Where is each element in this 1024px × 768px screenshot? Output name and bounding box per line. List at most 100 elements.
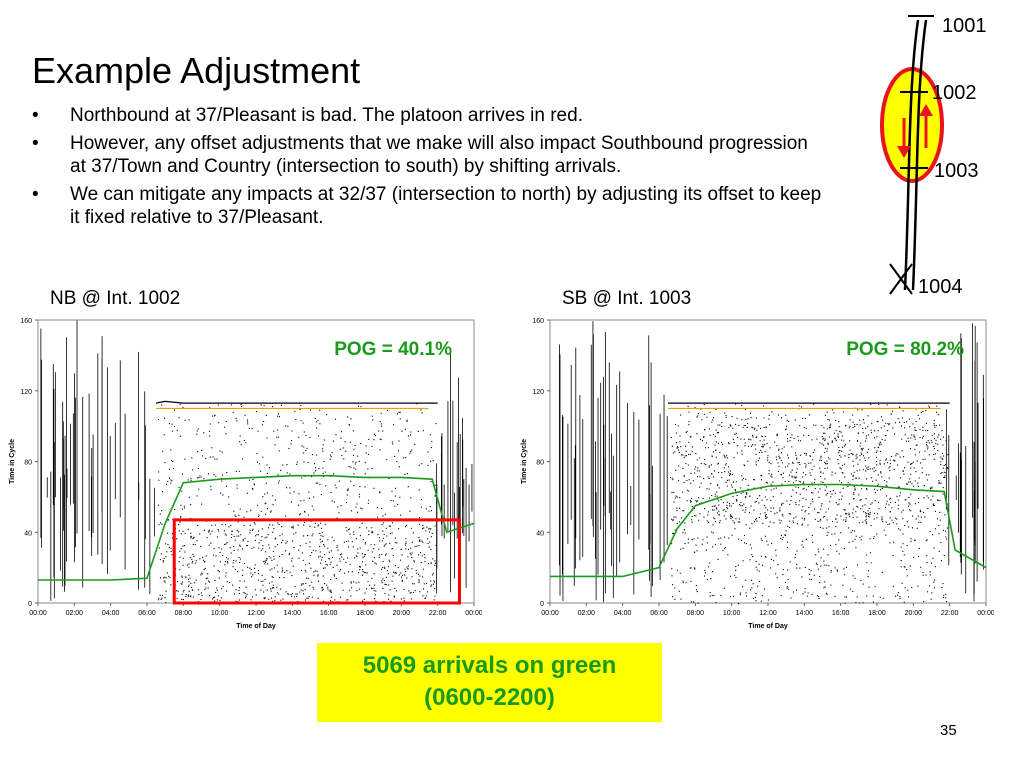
arrival-point xyxy=(190,582,192,584)
arrival-point xyxy=(690,501,692,503)
arrival-point xyxy=(341,454,343,457)
arrival-point xyxy=(407,548,410,550)
arrival-point xyxy=(358,496,361,498)
arrival-point xyxy=(798,405,800,407)
arrival-point xyxy=(786,438,789,440)
arrival-point xyxy=(171,460,173,462)
arrival-point xyxy=(675,423,677,426)
arrival-point xyxy=(792,520,794,522)
arrival-point xyxy=(867,426,869,428)
arrival-point xyxy=(755,500,757,503)
arrival-point xyxy=(942,467,944,469)
arrival-point xyxy=(934,579,936,581)
arrival-point xyxy=(221,451,223,453)
arrival-point xyxy=(288,593,290,595)
arrival-point xyxy=(350,595,352,597)
arrival-point xyxy=(685,455,688,457)
arrival-point xyxy=(909,448,912,450)
arrival-point xyxy=(910,467,912,469)
arrival-point xyxy=(808,506,810,508)
arrival-point xyxy=(367,502,369,504)
arrival-point xyxy=(907,589,909,591)
arrival-point xyxy=(299,591,301,593)
arrival-point xyxy=(881,516,883,518)
arrival-point xyxy=(691,515,693,518)
arrival-point xyxy=(434,562,436,564)
arrival-point xyxy=(780,534,782,536)
arrival-point xyxy=(277,415,279,417)
arrival-point xyxy=(262,496,264,498)
arrival-point xyxy=(243,439,245,442)
arrival-point xyxy=(755,593,757,595)
arrival-point xyxy=(728,537,730,539)
arrival-point xyxy=(326,413,328,416)
arrival-point xyxy=(427,542,429,545)
arrival-point xyxy=(209,595,211,597)
arrival-point xyxy=(747,422,749,425)
arrival-point xyxy=(923,601,925,603)
arrival-point xyxy=(679,572,681,574)
arrival-point xyxy=(820,481,822,483)
arrival-point xyxy=(863,511,865,513)
arrival-point xyxy=(914,540,916,542)
arrival-point xyxy=(715,441,717,443)
arrival-point xyxy=(254,564,256,566)
arrival-point xyxy=(828,565,830,567)
arrival-point xyxy=(707,447,710,449)
arrival-point xyxy=(271,587,273,589)
arrival-point xyxy=(908,440,910,442)
arrival-point xyxy=(326,564,329,566)
arrival-point xyxy=(694,568,696,570)
arrival-point xyxy=(810,570,812,572)
arrival-point xyxy=(165,543,167,545)
arrival-point xyxy=(263,591,265,593)
arrival-point xyxy=(712,417,715,419)
arrival-point xyxy=(754,596,756,598)
arrival-point xyxy=(843,440,845,442)
arrival-point xyxy=(364,462,366,464)
arrival-point xyxy=(679,497,681,499)
arrival-point xyxy=(862,505,864,507)
arrival-point xyxy=(818,496,820,498)
series-line xyxy=(550,483,987,578)
arrival-point xyxy=(892,427,894,429)
arrival-point xyxy=(913,434,915,436)
arrival-point xyxy=(852,512,854,514)
arrival-point xyxy=(434,564,436,566)
arrival-point xyxy=(753,487,755,489)
arrival-point xyxy=(193,536,195,538)
arrival-point xyxy=(190,477,192,479)
arrival-point xyxy=(161,597,163,599)
arrival-point xyxy=(909,481,911,483)
arrival-point xyxy=(741,453,743,455)
arrival-point xyxy=(751,523,753,525)
arrival-point xyxy=(868,516,870,518)
arrival-point xyxy=(301,477,303,479)
arrival-point xyxy=(879,471,882,473)
arrival-point xyxy=(801,576,803,578)
arrival-point xyxy=(732,474,734,476)
arrival-point xyxy=(164,576,166,578)
arrival-point xyxy=(739,521,741,523)
arrival-point xyxy=(708,521,710,523)
arrival-point xyxy=(419,540,421,542)
arrival-point xyxy=(225,572,227,574)
arrival-point xyxy=(185,595,187,597)
arrival-point xyxy=(890,497,892,499)
arrival-point xyxy=(313,472,315,474)
arrival-point xyxy=(269,547,271,549)
arrival-point xyxy=(198,488,200,490)
arrival-point xyxy=(761,539,763,541)
arrival-point xyxy=(802,488,804,490)
arrival-point xyxy=(920,566,922,568)
arrival-point xyxy=(253,484,255,486)
arrival-point xyxy=(928,474,930,476)
arrival-point xyxy=(302,559,304,561)
arrival-point xyxy=(759,513,761,515)
arrival-point xyxy=(831,520,834,523)
arrival-point xyxy=(399,514,402,516)
arrival-point xyxy=(392,575,394,577)
arrival-point xyxy=(945,593,947,595)
arrival-point xyxy=(163,580,165,582)
arrival-point xyxy=(929,487,931,489)
